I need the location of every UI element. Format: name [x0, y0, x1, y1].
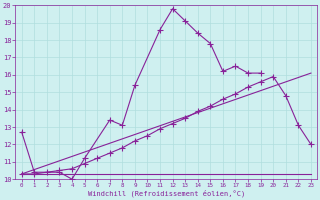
X-axis label: Windchill (Refroidissement éolien,°C): Windchill (Refroidissement éolien,°C)	[88, 190, 245, 197]
